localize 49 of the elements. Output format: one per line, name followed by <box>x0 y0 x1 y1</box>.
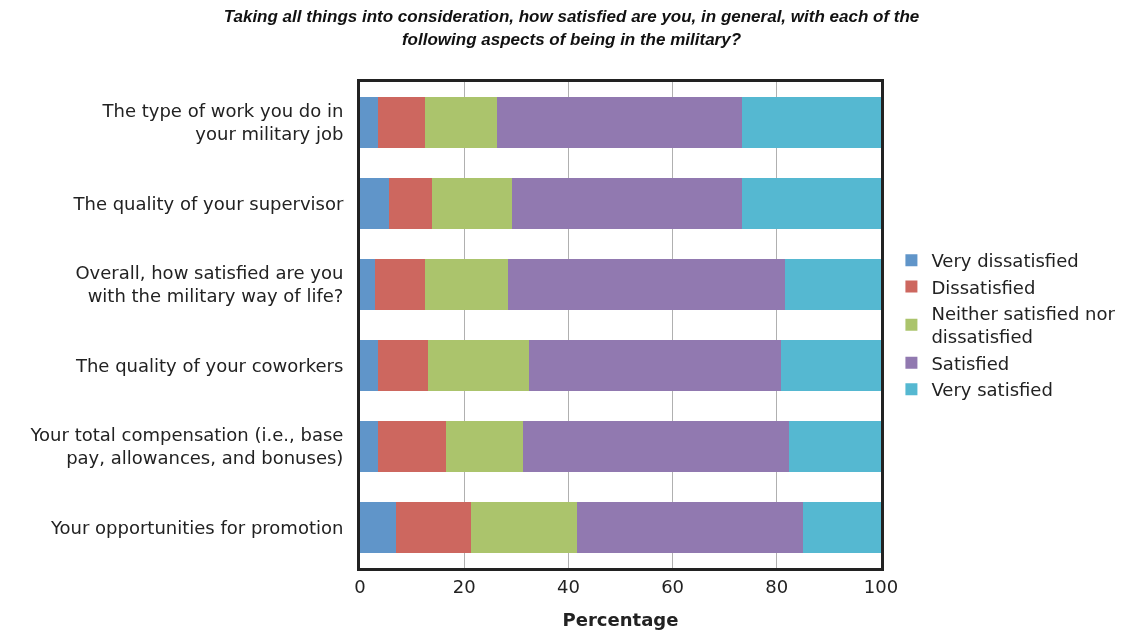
bar <box>785 258 881 311</box>
x-tick-label: 40 <box>556 575 580 597</box>
x-tick-label: 60 <box>661 575 685 597</box>
bar <box>428 339 530 392</box>
bar <box>522 420 789 473</box>
bar <box>396 501 472 554</box>
bar <box>781 339 881 392</box>
bar <box>802 501 881 554</box>
bar <box>424 258 509 311</box>
x-tick-label: 80 <box>765 575 789 597</box>
bar <box>378 339 429 392</box>
y-tick-label: The type of work you do in your military job <box>101 100 344 145</box>
bar <box>788 420 881 473</box>
bar <box>576 501 803 554</box>
bar <box>741 177 881 230</box>
bar <box>360 258 375 311</box>
chart-title: Taking all things into consideration, how satisfied are you, in general, with each of the following aspects of being in the military? <box>223 7 920 49</box>
legend-label: Very dissatisfied <box>931 250 1079 272</box>
bar <box>431 177 512 230</box>
x-tick-label: 100 <box>863 575 899 597</box>
bar <box>360 501 397 554</box>
y-tick-label: Your total compensation (i.e., base pay, allowances, and bonuses) <box>29 424 344 469</box>
x-tick-label: 0 <box>354 575 366 597</box>
bar <box>389 177 432 230</box>
bar <box>360 96 379 149</box>
bar <box>508 258 786 311</box>
x-tick-label: 20 <box>452 575 476 597</box>
y-tick-label: The quality of your supervisor <box>72 192 344 214</box>
legend-label: Very satisfied <box>931 379 1053 401</box>
legend-label: Satisfied <box>931 352 1010 374</box>
x-axis-title: Percentage <box>562 608 679 630</box>
y-tick-label: Your opportunities for promotion <box>49 516 344 538</box>
y-tick-label: The quality of your coworkers <box>74 354 344 376</box>
bar <box>424 96 498 149</box>
bar <box>378 420 447 473</box>
bar <box>360 339 379 392</box>
bar <box>741 96 881 149</box>
y-tick-label: Overall, how satisfied are you with the military way of life? <box>75 262 344 307</box>
bar <box>471 501 577 554</box>
bar <box>497 96 742 149</box>
bar <box>374 258 425 311</box>
bar <box>446 420 523 473</box>
bar <box>511 177 742 230</box>
bar <box>378 96 425 149</box>
legend-label: Neither satisfied nor dissatisfied <box>931 303 1116 348</box>
legend-label: Dissatisfied <box>931 276 1036 298</box>
bar <box>529 339 782 392</box>
bar <box>360 420 379 473</box>
bar <box>360 177 390 230</box>
